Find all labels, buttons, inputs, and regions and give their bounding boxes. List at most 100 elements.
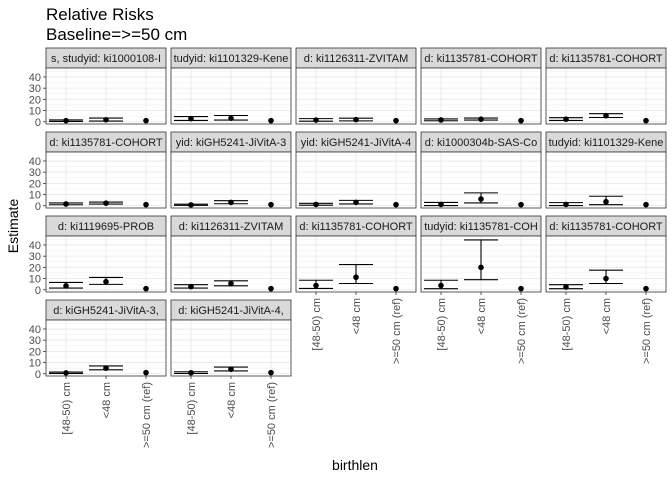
estimate-point bbox=[603, 275, 609, 282]
estimate-point bbox=[63, 117, 69, 124]
estimate-point bbox=[143, 285, 149, 292]
x-tick-label: [48-50) cm bbox=[186, 382, 198, 435]
facet-strip-label: d: ki1126311-ZVITAM bbox=[304, 53, 409, 65]
estimate-point bbox=[103, 116, 109, 123]
estimate-point bbox=[643, 117, 649, 124]
estimate-point bbox=[228, 199, 234, 206]
panel: tudyid: ki1101329-Kene bbox=[170, 47, 292, 125]
facet-strip-label: d: ki1000304b-SAS-Co bbox=[425, 137, 538, 149]
facet-strip-label: d: ki1135781-COHORT bbox=[49, 137, 163, 149]
panel: d: ki1135781-COHORT [48-50) cm <48 cm >=50 … bbox=[295, 215, 417, 364]
estimate-point bbox=[643, 285, 649, 292]
estimate-point bbox=[393, 117, 399, 124]
estimate-point bbox=[268, 369, 274, 376]
estimate-point bbox=[188, 283, 194, 290]
x-tick-label: >=50 cm (ref) bbox=[516, 298, 528, 364]
estimate-point bbox=[228, 366, 234, 373]
facet-strip-label: d: kiGH5241-JiVitA-4, bbox=[178, 305, 284, 317]
panel-border bbox=[170, 67, 292, 125]
x-tick-label: >=50 cm (ref) bbox=[641, 298, 653, 364]
panel-border bbox=[170, 235, 292, 293]
y-tick-label: 10 bbox=[29, 274, 41, 286]
panel: yid: kiGH5241-JiVitA-4 bbox=[295, 131, 417, 209]
panel: d: ki1000304b-SAS-Co bbox=[420, 131, 542, 209]
estimate-point bbox=[478, 196, 484, 202]
panel: yid: kiGH5241-JiVitA-3 bbox=[170, 131, 292, 209]
facet-strip-label: tudyid: ki1135781-COH bbox=[424, 221, 538, 233]
y-tick-label: 10 bbox=[29, 106, 41, 118]
panel-border bbox=[295, 151, 417, 209]
y-tick-label: 20 bbox=[29, 346, 41, 358]
x-tick-label: <48 cm bbox=[476, 298, 488, 334]
facet-strip-label: s, studyid: ki1000108-I bbox=[51, 53, 161, 65]
x-tick-label: [48-50) cm bbox=[561, 298, 573, 351]
y-tick-label: 40 bbox=[29, 240, 41, 252]
panel-border bbox=[420, 67, 542, 125]
panel-border bbox=[45, 235, 167, 293]
panel: d: kiGH5241-JiVitA-4, [48-50) cm <48 cm >=5… bbox=[170, 299, 292, 448]
y-tick-label: 0 bbox=[35, 117, 41, 129]
estimate-point bbox=[518, 285, 524, 292]
estimate-point bbox=[438, 282, 444, 289]
facet-strip-label: yid: kiGH5241-JiVitA-4 bbox=[301, 137, 411, 149]
estimate-point bbox=[603, 112, 609, 119]
estimate-point bbox=[313, 117, 319, 123]
panel: d: ki1135781-COHORT [48-50) cm <48 cm >=50 … bbox=[545, 215, 667, 364]
x-tick-label: [48-50) cm bbox=[311, 298, 323, 351]
estimate-point bbox=[228, 280, 234, 287]
estimate-point bbox=[393, 285, 399, 292]
x-axis-title: birthlen bbox=[332, 457, 378, 473]
x-tick-label: [48-50) cm bbox=[436, 298, 448, 351]
estimate-point bbox=[353, 116, 359, 123]
facet-strip-label: d: ki1119695-PROB bbox=[58, 221, 154, 233]
estimate-point bbox=[518, 201, 524, 208]
y-tick-label: 0 bbox=[35, 201, 41, 213]
estimate-point bbox=[313, 282, 319, 289]
facet-strip-label: yid: kiGH5241-JiVitA-3 bbox=[176, 137, 286, 149]
facet-strip-label: d: ki1135781-COHORT bbox=[549, 221, 663, 233]
estimate-point bbox=[478, 264, 484, 271]
estimate-point bbox=[268, 201, 274, 208]
y-tick-label: 40 bbox=[29, 156, 41, 168]
estimate-point bbox=[353, 274, 359, 281]
estimate-point bbox=[63, 283, 69, 289]
facet-strip-label: d: ki1126311-ZVITAM bbox=[179, 221, 284, 233]
estimate-point bbox=[268, 117, 274, 124]
panel-border bbox=[170, 151, 292, 209]
panel: d: ki1135781-COHORT bbox=[420, 47, 542, 125]
estimate-point bbox=[438, 201, 444, 208]
panel: tudyid: ki1135781-COH [48-50) cm <48 cm >=5… bbox=[420, 215, 542, 364]
estimate-point bbox=[103, 200, 109, 206]
estimate-point bbox=[103, 365, 109, 371]
y-tick-label: 30 bbox=[29, 83, 41, 95]
x-tick-label: >=50 cm (ref) bbox=[266, 382, 278, 448]
y-tick-label: 30 bbox=[29, 251, 41, 263]
panel-border bbox=[45, 151, 167, 209]
estimate-point bbox=[478, 116, 484, 122]
panel: d: ki1135781-COHORT bbox=[545, 47, 667, 125]
estimate-point bbox=[63, 370, 69, 376]
facet-strip-label: tudyid: ki1101329-Kene bbox=[174, 53, 289, 65]
panel: d: ki1126311-ZVITAM bbox=[295, 47, 417, 125]
estimate-point bbox=[603, 198, 609, 205]
y-tick-label: 0 bbox=[35, 285, 41, 297]
estimate-point bbox=[143, 369, 149, 376]
facet-strip-label: d: ki1135781-COHORT bbox=[299, 221, 413, 233]
facet-strip-label: d: kiGH5241-JiVitA-3, bbox=[53, 305, 159, 317]
y-tick-label: 30 bbox=[29, 167, 41, 179]
panel: tudyid: ki1101329-Kene bbox=[545, 131, 667, 209]
estimate-point bbox=[228, 115, 234, 121]
y-tick-label: 20 bbox=[29, 178, 41, 190]
panel-border bbox=[45, 67, 167, 125]
y-tick-label: 40 bbox=[29, 72, 41, 84]
estimate-point bbox=[103, 278, 109, 285]
panel: d: ki1126311-ZVITAM bbox=[170, 215, 292, 293]
estimate-point bbox=[563, 284, 569, 290]
estimate-point bbox=[393, 201, 399, 208]
estimate-point bbox=[188, 202, 194, 208]
estimate-point bbox=[143, 117, 149, 124]
chart-subtitle: Baseline=>=50 cm bbox=[46, 25, 187, 44]
